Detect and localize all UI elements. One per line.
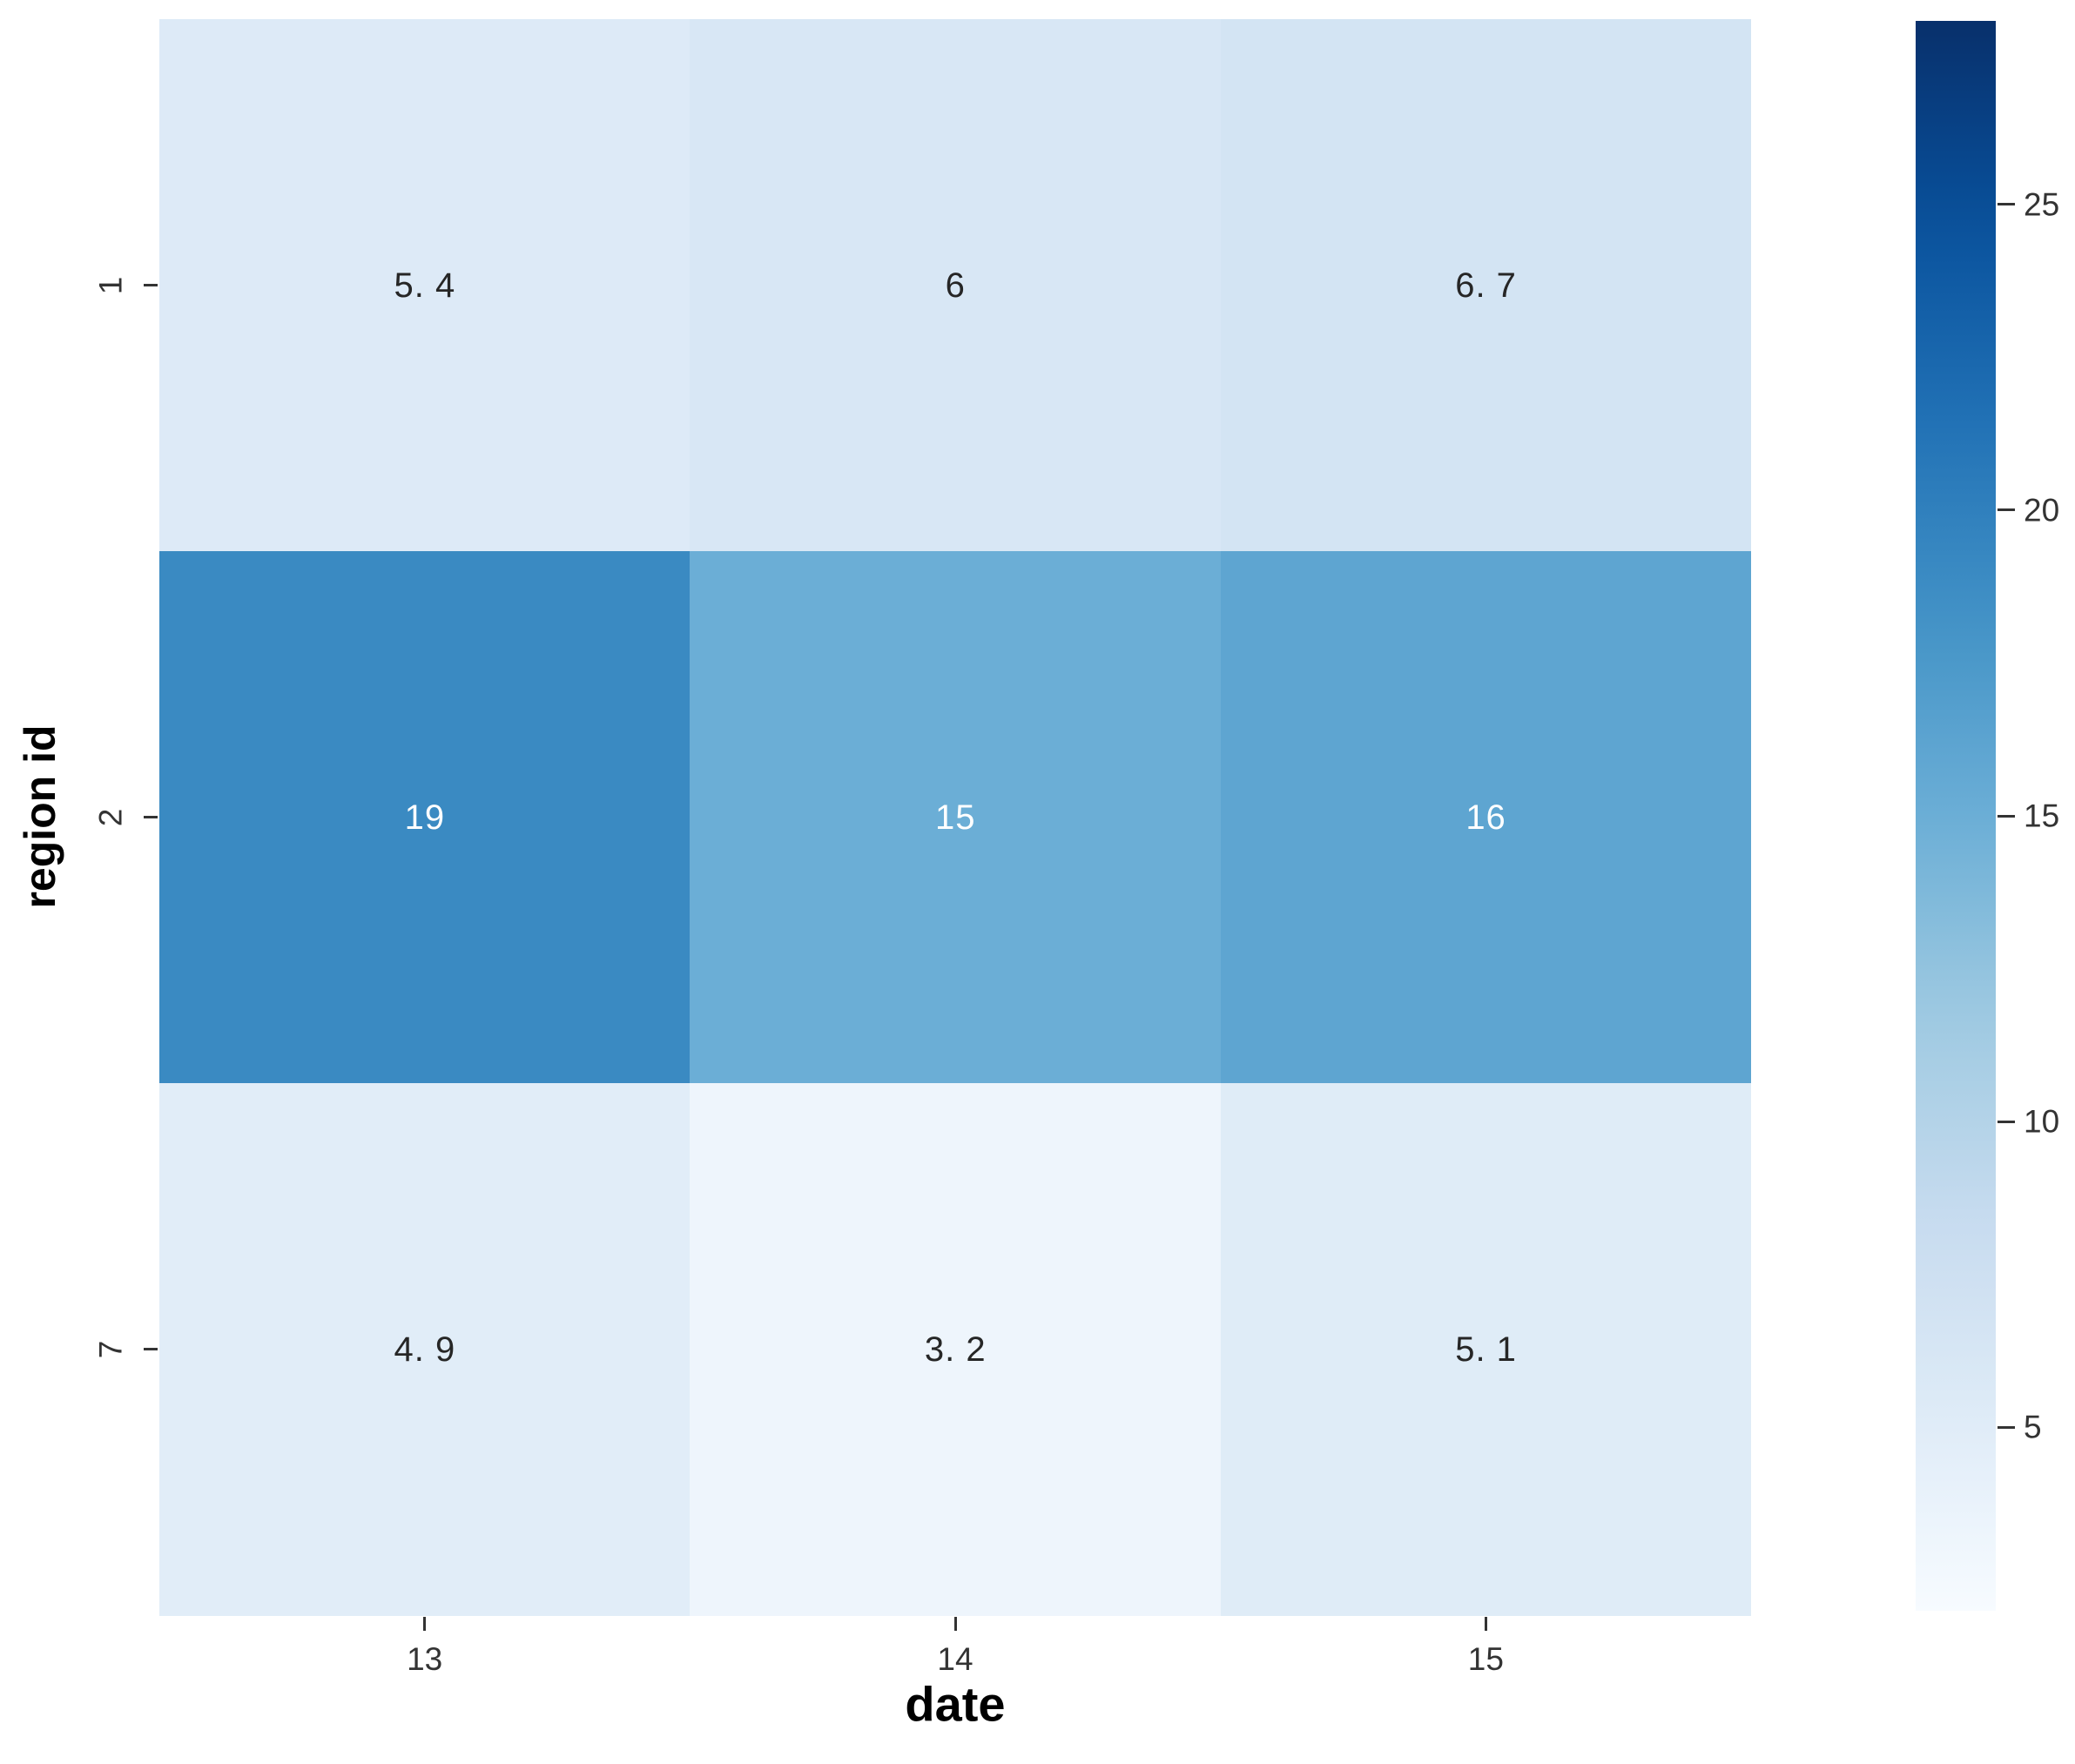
y-axis-label: region id (16, 724, 64, 909)
tick-mark (953, 1617, 957, 1631)
heatmap-cell: 3. 2 (690, 1083, 1222, 1616)
x-tick-label: 15 (1467, 1641, 1504, 1677)
heatmap-cell: 19 (159, 551, 691, 1084)
tick-mark (1484, 1617, 1487, 1631)
heatmap-cell: 5. 4 (159, 19, 691, 552)
cell-annotation: 3. 2 (924, 1330, 987, 1369)
x-tick-label: 14 (937, 1641, 973, 1677)
tick-mark (1998, 1425, 2015, 1429)
colorbar-tick-label: 15 (2024, 798, 2060, 834)
cell-annotation: 19 (404, 798, 446, 837)
heatmap-plot-area: 5. 4 6 6. 7 19 15 16 4. 9 3. 2 5. 1 (159, 19, 1752, 1616)
x-tick-label: 13 (407, 1641, 443, 1677)
y-tick-label: 2 (92, 808, 129, 826)
heatmap-cell: 6 (690, 19, 1222, 552)
heatmap-cell: 5. 1 (1220, 1083, 1752, 1616)
heatmap-cell: 6. 7 (1220, 19, 1752, 552)
colorbar-tick-label: 5 (2024, 1409, 2042, 1445)
cell-annotation: 15 (934, 798, 976, 837)
cell-annotation: 16 (1465, 798, 1506, 837)
y-tick-label: 7 (92, 1340, 129, 1358)
colorbar (1916, 21, 1996, 1611)
colorbar-tick-label: 10 (2024, 1103, 2060, 1140)
tick-mark (1998, 508, 2015, 512)
cell-annotation: 6. 7 (1455, 266, 1517, 305)
tick-mark (144, 284, 158, 286)
colorbar-tick-label: 20 (2024, 492, 2060, 529)
tick-mark (144, 816, 158, 818)
cell-annotation: 5. 1 (1455, 1330, 1517, 1369)
heatmap-cell: 16 (1220, 551, 1752, 1084)
tick-mark (144, 1348, 158, 1350)
tick-mark (1998, 203, 2015, 206)
tick-mark (1998, 1120, 2015, 1123)
cell-annotation: 4. 9 (394, 1330, 456, 1369)
cell-annotation: 6 (945, 266, 966, 305)
y-tick-label: 1 (92, 276, 129, 294)
tick-mark (1998, 814, 2015, 818)
cell-annotation: 5. 4 (394, 266, 456, 305)
heatmap-cell: 15 (690, 551, 1222, 1084)
colorbar-tick-label: 25 (2024, 186, 2060, 223)
x-axis-label: date (905, 1676, 1006, 1732)
tick-mark (423, 1617, 427, 1631)
heatmap-cell: 4. 9 (159, 1083, 691, 1616)
